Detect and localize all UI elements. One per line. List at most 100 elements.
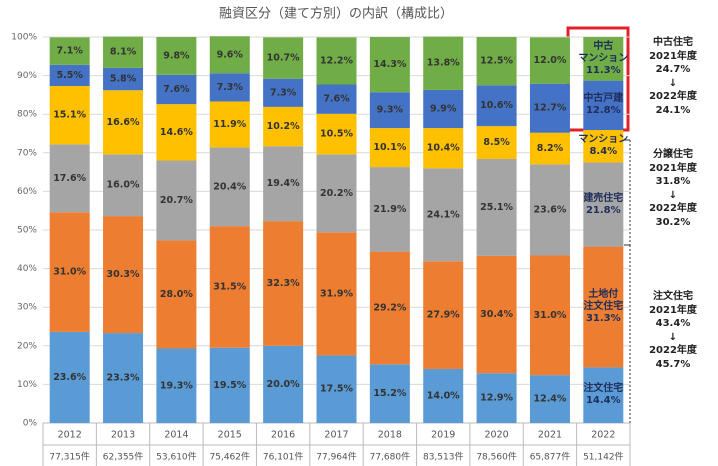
bar-segment bbox=[476, 126, 517, 159]
value-label: 17.5% bbox=[320, 384, 353, 395]
value-label: 31.0% bbox=[533, 310, 566, 321]
chart-title: 融資区分（建て方別）の内訳（構成比） bbox=[219, 6, 453, 22]
bar-segment bbox=[103, 154, 144, 217]
bar-segment bbox=[103, 216, 144, 334]
value-label: 20.4% bbox=[213, 181, 246, 192]
bar-segment bbox=[583, 37, 624, 81]
bar-segment bbox=[103, 67, 144, 91]
annotation: 中古住宅 2021年度 24.7% ↓ 2022年度 24.1% bbox=[649, 37, 697, 116]
value-label: 23.3% bbox=[107, 373, 140, 384]
value-label: 16.6% bbox=[107, 117, 140, 128]
value-label: 27.9% bbox=[427, 310, 460, 321]
bar-segment bbox=[369, 364, 410, 423]
y-tick-label: 70% bbox=[17, 148, 37, 158]
value-label: 23.6% bbox=[53, 372, 86, 383]
y-tick-label: 0% bbox=[23, 419, 38, 429]
bar-segment bbox=[209, 347, 250, 423]
x-count-label: 83,513件 bbox=[423, 451, 464, 463]
value-label: 12.7% bbox=[533, 103, 566, 114]
value-label: 12.5% bbox=[480, 56, 513, 67]
value-label: 10.2% bbox=[267, 121, 300, 132]
bar-segment bbox=[529, 164, 570, 256]
bar-segment bbox=[476, 158, 517, 256]
value-label: 12.9% bbox=[480, 393, 513, 404]
segment-label: 建売住宅 21.8% bbox=[583, 193, 623, 217]
bar-segment bbox=[316, 37, 357, 85]
x-tick-label: 2012 bbox=[58, 430, 82, 441]
value-label: 12.0% bbox=[533, 55, 566, 66]
y-tick-label: 10% bbox=[17, 380, 37, 390]
value-label: 10.6% bbox=[480, 100, 513, 111]
bar-segment bbox=[529, 255, 570, 376]
value-label: 9.9% bbox=[430, 103, 457, 114]
value-label: 14.4% bbox=[585, 395, 621, 407]
bar-segment bbox=[209, 226, 250, 348]
value-label: 7.3% bbox=[270, 87, 297, 98]
value-label: 5.5% bbox=[57, 70, 84, 81]
value-label: 17.6% bbox=[53, 173, 86, 184]
bar-segment bbox=[369, 92, 410, 129]
value-label: 8.1% bbox=[110, 47, 137, 58]
bar-segment bbox=[103, 333, 144, 423]
x-tick-label: 2014 bbox=[164, 430, 188, 441]
bar-segment bbox=[476, 85, 517, 127]
bar-segment bbox=[156, 37, 197, 75]
value-label: 8.5% bbox=[483, 137, 510, 148]
bar-segment bbox=[316, 113, 357, 155]
bar-segment bbox=[583, 246, 624, 368]
value-label: 30.3% bbox=[107, 269, 140, 280]
value-label: 7.3% bbox=[217, 82, 244, 93]
value-label: 10.4% bbox=[427, 143, 460, 154]
bar-segment bbox=[49, 212, 90, 332]
bar-segment bbox=[209, 36, 250, 74]
bar-segment bbox=[423, 261, 464, 369]
series-name: 中古 マンション bbox=[578, 40, 629, 64]
bar-segment bbox=[209, 73, 250, 102]
bar-segment bbox=[316, 232, 357, 356]
value-label: 24.1% bbox=[427, 209, 460, 220]
bar-segment bbox=[263, 106, 304, 147]
bar-segment bbox=[263, 146, 304, 222]
value-label: 7.6% bbox=[323, 94, 350, 105]
bar-segment bbox=[529, 37, 570, 84]
value-label: 8.4% bbox=[589, 146, 618, 158]
value-label: 9.8% bbox=[163, 50, 190, 61]
bar-segment bbox=[49, 86, 90, 145]
bar-segment bbox=[156, 240, 197, 349]
x-count-label: 76,101件 bbox=[263, 451, 304, 463]
value-label: 16.0% bbox=[107, 180, 140, 191]
annotation: 注文住宅 2021年度 43.4% ↓ 2022年度 45.7% bbox=[649, 291, 697, 370]
value-label: 25.1% bbox=[480, 202, 513, 213]
x-tick-label: 2018 bbox=[378, 430, 402, 441]
bar-segment bbox=[49, 64, 90, 87]
bar-segment bbox=[103, 36, 144, 68]
x-count-label: 75,462件 bbox=[210, 451, 251, 463]
value-label: 30.4% bbox=[480, 309, 513, 320]
value-label: 13.8% bbox=[427, 58, 460, 69]
bar-segment bbox=[423, 168, 464, 262]
bar-segment bbox=[209, 147, 250, 227]
value-label: 8.2% bbox=[537, 143, 564, 154]
value-label: 10.7% bbox=[267, 53, 300, 64]
y-tick-label: 100% bbox=[11, 33, 37, 43]
value-label: 20.0% bbox=[267, 379, 300, 390]
segment-label: 注文住宅 14.4% bbox=[583, 383, 623, 407]
value-label: 21.9% bbox=[373, 204, 406, 215]
x-tick-label: 2016 bbox=[271, 430, 295, 441]
bar-segment bbox=[583, 162, 624, 247]
series-name: マンション bbox=[578, 134, 629, 146]
x-count-label: 51,142件 bbox=[583, 451, 624, 463]
bar-segment bbox=[369, 128, 410, 168]
y-tick-label: 80% bbox=[17, 110, 37, 120]
y-tick-label: 50% bbox=[17, 226, 37, 236]
value-label: 15.1% bbox=[53, 110, 86, 121]
bar-segment bbox=[583, 367, 624, 423]
value-label: 5.8% bbox=[110, 74, 137, 85]
value-label: 31.0% bbox=[53, 267, 86, 278]
x-count-label: 78,560件 bbox=[476, 451, 517, 463]
value-label: 28.0% bbox=[160, 289, 193, 300]
bar-segment bbox=[476, 373, 517, 423]
bar-segment bbox=[369, 251, 410, 365]
bar-segment bbox=[103, 90, 144, 155]
value-label: 31.3% bbox=[585, 313, 621, 324]
